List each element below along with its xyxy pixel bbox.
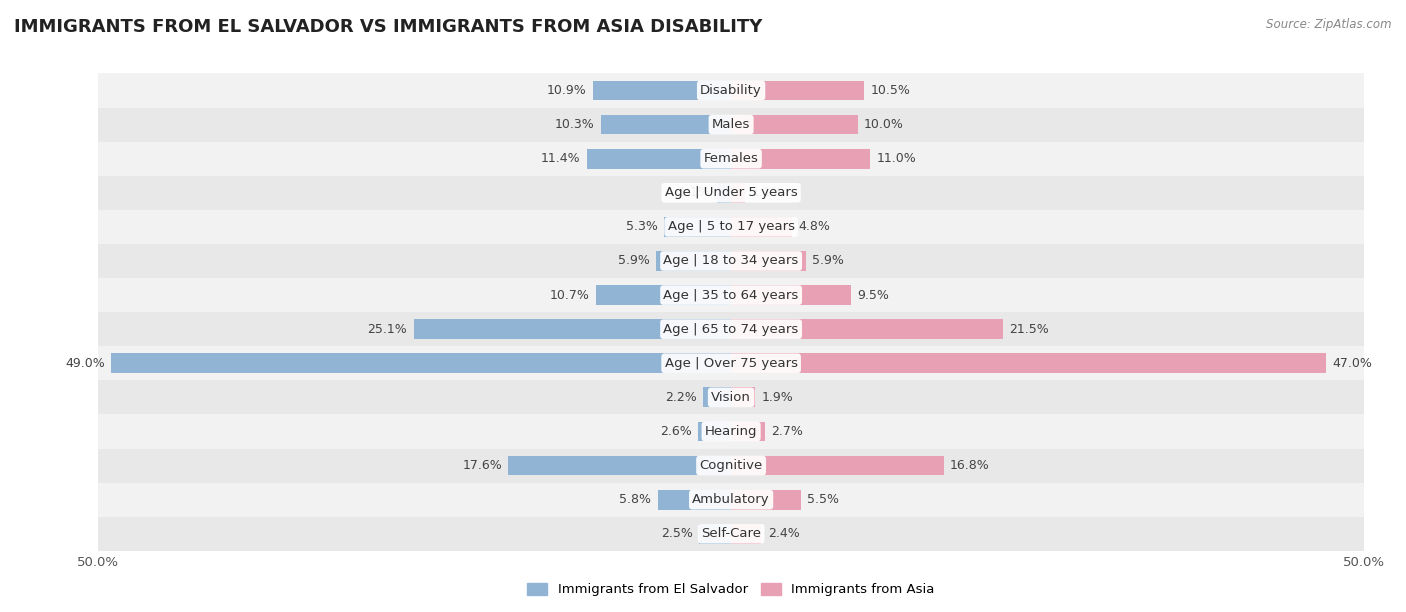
Bar: [413, 319, 731, 339]
Bar: [98, 176, 1364, 210]
Bar: [664, 217, 731, 237]
Legend: Immigrants from El Salvador, Immigrants from Asia: Immigrants from El Salvador, Immigrants …: [522, 578, 941, 602]
Bar: [509, 456, 731, 476]
Text: Hearing: Hearing: [704, 425, 758, 438]
Text: IMMIGRANTS FROM EL SALVADOR VS IMMIGRANTS FROM ASIA DISABILITY: IMMIGRANTS FROM EL SALVADOR VS IMMIGRANT…: [14, 18, 762, 36]
Bar: [657, 251, 731, 271]
Bar: [731, 183, 745, 203]
Bar: [593, 81, 731, 100]
Text: 5.3%: 5.3%: [626, 220, 658, 233]
Bar: [731, 490, 800, 510]
Bar: [98, 73, 1364, 108]
Bar: [98, 517, 1364, 551]
Bar: [731, 114, 858, 135]
Text: Males: Males: [711, 118, 751, 131]
Text: Ambulatory: Ambulatory: [692, 493, 770, 506]
Text: 25.1%: 25.1%: [367, 323, 408, 335]
Bar: [98, 483, 1364, 517]
Text: 9.5%: 9.5%: [858, 289, 890, 302]
Text: 10.5%: 10.5%: [870, 84, 910, 97]
Bar: [98, 108, 1364, 141]
Bar: [98, 449, 1364, 483]
Bar: [731, 422, 765, 441]
Text: Females: Females: [703, 152, 759, 165]
Bar: [98, 210, 1364, 244]
Bar: [703, 387, 731, 407]
Text: 4.8%: 4.8%: [799, 220, 830, 233]
Text: 17.6%: 17.6%: [463, 459, 502, 472]
Text: 10.9%: 10.9%: [547, 84, 586, 97]
Text: Age | 18 to 34 years: Age | 18 to 34 years: [664, 255, 799, 267]
Text: Disability: Disability: [700, 84, 762, 97]
Text: 1.1%: 1.1%: [751, 186, 783, 200]
Text: 49.0%: 49.0%: [65, 357, 104, 370]
Bar: [98, 278, 1364, 312]
Text: Source: ZipAtlas.com: Source: ZipAtlas.com: [1267, 18, 1392, 31]
Bar: [731, 149, 870, 168]
Bar: [586, 149, 731, 168]
Text: 1.1%: 1.1%: [679, 186, 711, 200]
Bar: [98, 312, 1364, 346]
Text: 2.5%: 2.5%: [661, 528, 693, 540]
Text: 47.0%: 47.0%: [1333, 357, 1372, 370]
Text: Age | Over 75 years: Age | Over 75 years: [665, 357, 797, 370]
Bar: [731, 285, 851, 305]
Bar: [699, 422, 731, 441]
Text: Cognitive: Cognitive: [700, 459, 762, 472]
Text: 5.8%: 5.8%: [620, 493, 651, 506]
Bar: [111, 353, 731, 373]
Text: 10.3%: 10.3%: [555, 118, 595, 131]
Bar: [731, 353, 1326, 373]
Bar: [98, 244, 1364, 278]
Text: 2.2%: 2.2%: [665, 391, 697, 404]
Text: 21.5%: 21.5%: [1010, 323, 1049, 335]
Text: 1.9%: 1.9%: [762, 391, 793, 404]
Bar: [731, 524, 762, 543]
Bar: [731, 456, 943, 476]
Bar: [731, 319, 1002, 339]
Bar: [731, 217, 792, 237]
Text: 2.7%: 2.7%: [772, 425, 803, 438]
Text: 10.7%: 10.7%: [550, 289, 589, 302]
Text: Age | 65 to 74 years: Age | 65 to 74 years: [664, 323, 799, 335]
Bar: [98, 141, 1364, 176]
Text: Age | 35 to 64 years: Age | 35 to 64 years: [664, 289, 799, 302]
Bar: [717, 183, 731, 203]
Bar: [731, 251, 806, 271]
Text: 5.9%: 5.9%: [619, 255, 650, 267]
Text: Age | Under 5 years: Age | Under 5 years: [665, 186, 797, 200]
Bar: [731, 387, 755, 407]
Text: 5.9%: 5.9%: [813, 255, 844, 267]
Text: 11.4%: 11.4%: [541, 152, 581, 165]
Text: 5.5%: 5.5%: [807, 493, 839, 506]
Bar: [98, 380, 1364, 414]
Bar: [596, 285, 731, 305]
Text: 16.8%: 16.8%: [950, 459, 990, 472]
Bar: [600, 114, 731, 135]
Text: Self-Care: Self-Care: [702, 528, 761, 540]
Bar: [699, 524, 731, 543]
Text: Vision: Vision: [711, 391, 751, 404]
Text: 10.0%: 10.0%: [863, 118, 904, 131]
Bar: [98, 414, 1364, 449]
Text: 2.6%: 2.6%: [661, 425, 692, 438]
Text: 2.4%: 2.4%: [768, 528, 800, 540]
Bar: [658, 490, 731, 510]
Bar: [98, 346, 1364, 380]
Text: 11.0%: 11.0%: [877, 152, 917, 165]
Text: Age | 5 to 17 years: Age | 5 to 17 years: [668, 220, 794, 233]
Bar: [731, 81, 863, 100]
